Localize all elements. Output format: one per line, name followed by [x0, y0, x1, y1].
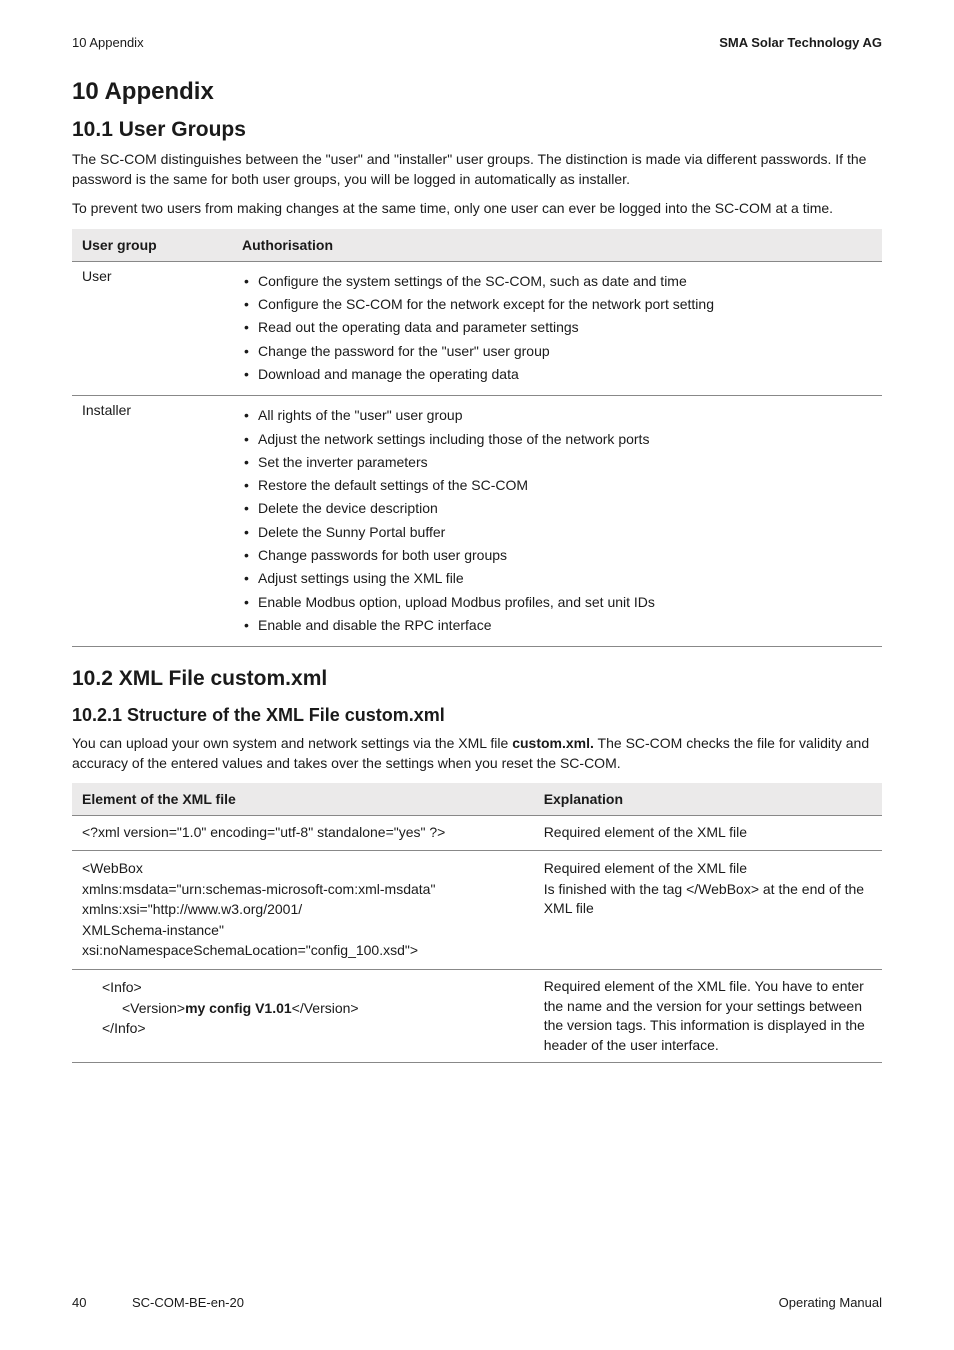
- footer-page-number: 40: [72, 1295, 86, 1310]
- xml-para-bold: custom.xml.: [512, 735, 594, 751]
- info-explanation: Required element of the XML file. You ha…: [534, 969, 882, 1062]
- webbox-l2: xmlns:msdata="urn:schemas-microsoft-com:…: [82, 880, 524, 900]
- table-row: User Configure the system settings of th…: [72, 261, 882, 395]
- xml-decl: <?xml version="1.0" encoding="utf-8" sta…: [72, 816, 534, 851]
- usergroup-installer: Installer: [72, 396, 232, 647]
- table-row: <WebBox xmlns:msdata="urn:schemas-micros…: [72, 851, 882, 970]
- list-item: Change passwords for both user groups: [242, 545, 872, 565]
- authorisation-table: User group Authorisation User Configure …: [72, 229, 882, 647]
- header-right: SMA Solar Technology AG: [719, 35, 882, 50]
- list-item: All rights of the "user" user group: [242, 405, 872, 425]
- list-item: Read out the operating data and paramete…: [242, 317, 872, 337]
- list-item: Restore the default settings of the SC-C…: [242, 475, 872, 495]
- webbox-l4: XMLSchema-instance": [82, 921, 524, 941]
- xml-file-title: 10.2 XML File custom.xml: [72, 667, 882, 691]
- xml-structure-title: 10.2.1 Structure of the XML File custom.…: [72, 705, 882, 726]
- xml-intro-para: You can upload your own system and netwo…: [72, 734, 882, 773]
- info-close: </Info>: [102, 1019, 524, 1039]
- page-footer: 40 SC-COM-BE-en-20 Operating Manual: [72, 1295, 882, 1310]
- webbox-element: <WebBox xmlns:msdata="urn:schemas-micros…: [72, 851, 534, 970]
- installer-auth-list: All rights of the "user" user group Adju…: [242, 405, 872, 635]
- table-row: <Info> <Version>my config V1.01</Version…: [72, 969, 882, 1062]
- xml-decl-explanation: Required element of the XML file: [534, 816, 882, 851]
- list-item: Configure the system settings of the SC-…: [242, 271, 872, 291]
- list-item: Download and manage the operating data: [242, 364, 872, 384]
- info-open: <Info>: [102, 978, 524, 998]
- webbox-exp-l2: Is finished with the tag </WebBox> at th…: [544, 880, 872, 919]
- list-item: Delete the device description: [242, 498, 872, 518]
- webbox-exp-l1: Required element of the XML file: [544, 859, 872, 879]
- footer-doc-type: Operating Manual: [779, 1295, 882, 1310]
- user-groups-title: 10.1 User Groups: [72, 118, 882, 142]
- user-auth-list: Configure the system settings of the SC-…: [242, 271, 872, 384]
- auth-col-usergroup: User group: [72, 229, 232, 262]
- list-item: Adjust the network settings including th…: [242, 429, 872, 449]
- table-row: Installer All rights of the "user" user …: [72, 396, 882, 647]
- running-header: 10 Appendix SMA Solar Technology AG: [72, 35, 882, 50]
- user-groups-para-2: To prevent two users from making changes…: [72, 199, 882, 219]
- version-open: <Version>: [122, 1000, 185, 1016]
- list-item: Configure the SC-COM for the network exc…: [242, 294, 872, 314]
- xml-para-prefix: You can upload your own system and netwo…: [72, 735, 512, 751]
- table-row: <?xml version="1.0" encoding="utf-8" sta…: [72, 816, 882, 851]
- list-item: Enable Modbus option, upload Modbus prof…: [242, 592, 872, 612]
- info-element: <Info> <Version>my config V1.01</Version…: [72, 969, 534, 1062]
- user-groups-para-1: The SC-COM distinguishes between the "us…: [72, 150, 882, 189]
- list-item: Set the inverter parameters: [242, 452, 872, 472]
- list-item: Change the password for the "user" user …: [242, 341, 872, 361]
- header-left: 10 Appendix: [72, 35, 144, 50]
- xml-col-explanation: Explanation: [534, 783, 882, 816]
- footer-doc-id: SC-COM-BE-en-20: [132, 1295, 244, 1310]
- version-close: </Version>: [292, 1000, 359, 1016]
- xml-col-element: Element of the XML file: [72, 783, 534, 816]
- webbox-l1: <WebBox: [82, 859, 524, 879]
- list-item: Delete the Sunny Portal buffer: [242, 522, 872, 542]
- usergroup-user: User: [72, 261, 232, 395]
- auth-col-authorisation: Authorisation: [232, 229, 882, 262]
- section-title: 10 Appendix: [72, 78, 882, 106]
- webbox-l3: xmlns:xsi="http://www.w3.org/2001/: [82, 900, 524, 920]
- webbox-l5: xsi:noNamespaceSchemaLocation="config_10…: [82, 941, 524, 961]
- info-version-line: <Version>my config V1.01</Version>: [102, 999, 524, 1019]
- webbox-explanation: Required element of the XML file Is fini…: [534, 851, 882, 970]
- list-item: Adjust settings using the XML file: [242, 568, 872, 588]
- list-item: Enable and disable the RPC interface: [242, 615, 872, 635]
- version-text: my config V1.01: [185, 1000, 292, 1016]
- xml-elements-table: Element of the XML file Explanation <?xm…: [72, 783, 882, 1063]
